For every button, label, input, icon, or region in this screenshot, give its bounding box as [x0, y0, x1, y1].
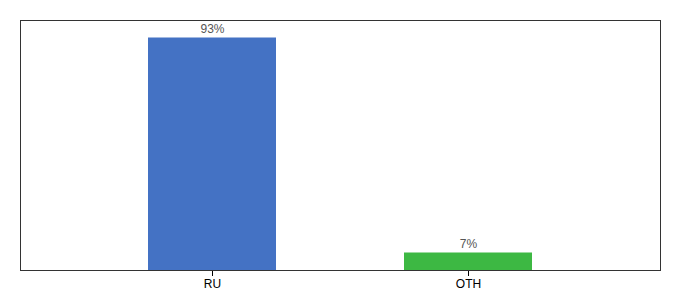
- svg-text:RU: RU: [204, 277, 221, 291]
- svg-text:7%: 7%: [460, 237, 478, 251]
- svg-text:93%: 93%: [200, 22, 224, 36]
- svg-text:OTH: OTH: [456, 277, 481, 291]
